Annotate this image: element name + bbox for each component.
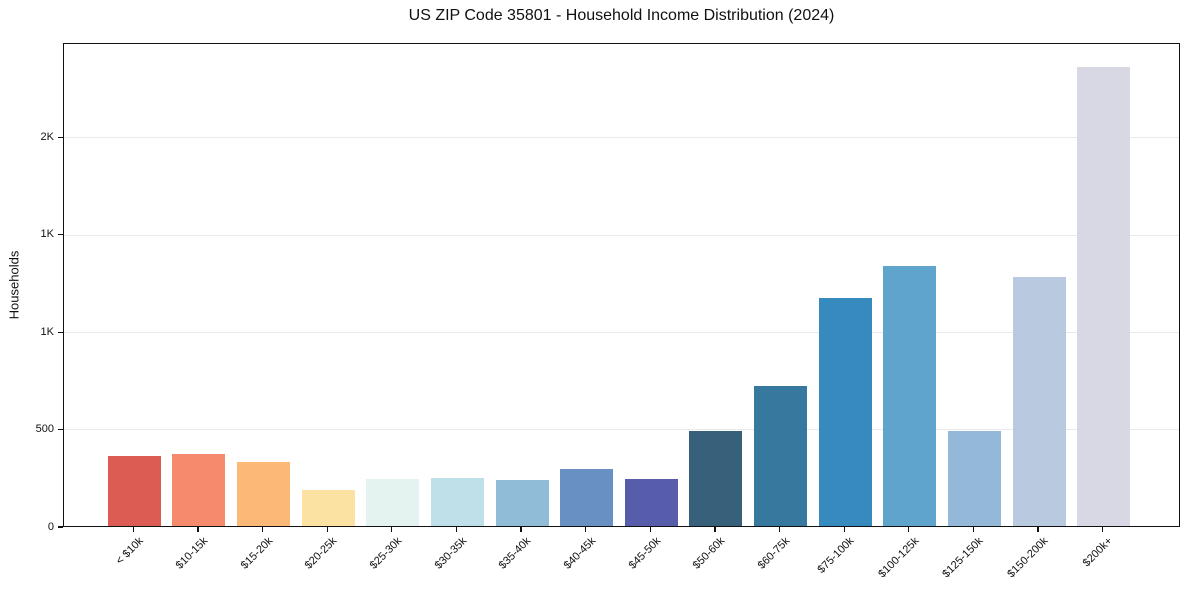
x-tick-label: $150-200k: [1005, 535, 1051, 581]
x-tick-label: $15-20k: [238, 535, 276, 572]
y-tick-mark: [58, 136, 63, 139]
bar-20-25k: [301, 489, 355, 526]
y-axis-label: Households: [6, 250, 22, 320]
bar-30-35k: [430, 478, 484, 526]
x-tick-label: $125-150k: [940, 535, 986, 581]
x-tick-mark: [520, 527, 522, 532]
bar-45-50k: [624, 479, 678, 526]
bar-50-60k: [689, 430, 743, 526]
x-tick-label: $40-45k: [561, 535, 599, 572]
gridline: [64, 137, 1179, 139]
bar-25-30k: [366, 479, 420, 526]
x-tick-mark: [908, 527, 910, 532]
x-tick-mark: [972, 527, 975, 532]
x-tick-mark: [1037, 527, 1039, 532]
plot-area: [63, 43, 1180, 527]
x-tick-label: $20-25k: [303, 535, 340, 572]
bar-200k: [1077, 67, 1131, 526]
x-tick-mark: [778, 527, 781, 532]
bar-35-40k: [495, 480, 549, 526]
x-tick-mark: [391, 527, 393, 532]
x-tick-label: $100-125k: [876, 535, 922, 581]
bar-100-125k: [883, 265, 937, 526]
y-tick-label: 1K: [40, 325, 54, 338]
gridline: [64, 332, 1179, 334]
x-tick-label: $45-50k: [626, 535, 663, 572]
x-tick-label: < $10k: [113, 535, 146, 568]
x-tick-mark: [585, 527, 587, 532]
y-tick-mark: [58, 429, 63, 431]
y-tick-label: 2K: [40, 130, 54, 143]
x-tick-mark: [714, 527, 716, 532]
x-tick-label: $60-75k: [755, 535, 793, 572]
x-tick-label: $50-60k: [690, 535, 728, 572]
x-tick-label: $30-35k: [432, 535, 469, 572]
bar-10-15k: [172, 454, 226, 526]
x-tick-mark: [1102, 527, 1104, 532]
y-tick-label: 500: [35, 423, 54, 436]
y-tick-mark: [58, 331, 63, 333]
x-tick-label: $200k+: [1080, 535, 1116, 570]
y-tick-mark: [58, 234, 63, 236]
bar-15-20k: [237, 461, 291, 526]
y-tick-label: 0: [47, 520, 54, 533]
x-tick-label: $35-40k: [496, 535, 534, 572]
x-tick-label: $25-30k: [367, 535, 405, 572]
bar-75-100k: [818, 297, 872, 526]
y-tick-mark: [58, 526, 63, 528]
bar-150-200k: [1012, 277, 1066, 526]
x-tick-mark: [261, 527, 264, 532]
y-tick-label: 1K: [40, 228, 54, 241]
bar-10k: [107, 456, 161, 526]
bar-125-150k: [947, 431, 1001, 526]
bar-40-45k: [560, 468, 614, 526]
x-tick-mark: [843, 527, 845, 532]
x-tick-mark: [197, 527, 199, 532]
x-tick-mark: [132, 527, 134, 532]
x-tick-label: $10-15k: [173, 535, 211, 572]
x-tick-mark: [455, 527, 458, 532]
x-tick-mark: [326, 527, 328, 532]
x-tick-label: $75-100k: [815, 535, 857, 576]
gridline: [64, 429, 1179, 431]
x-tick-mark: [649, 527, 651, 532]
chart-title: US ZIP Code 35801 - Household Income Dis…: [408, 7, 835, 24]
gridline: [64, 234, 1179, 236]
bar-60-75k: [754, 385, 808, 526]
